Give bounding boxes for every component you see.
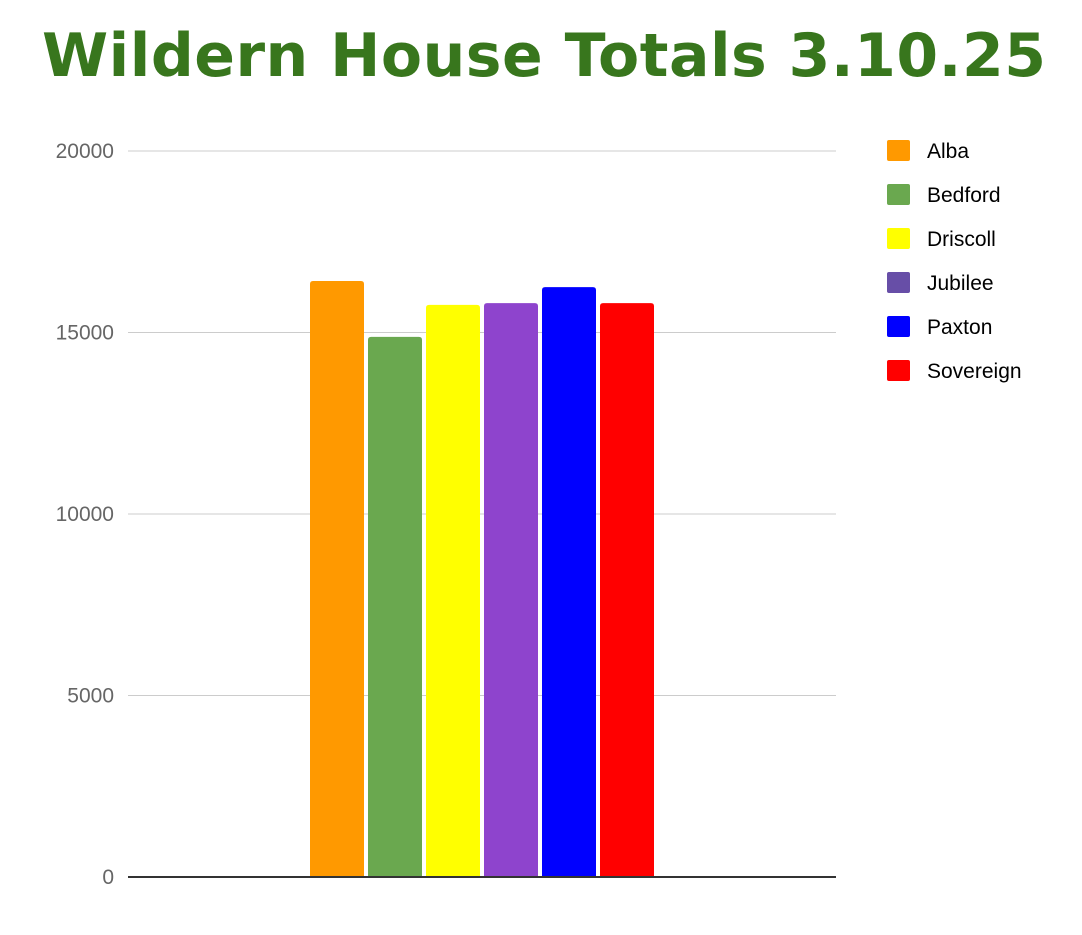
bar-jubilee xyxy=(484,303,538,877)
legend-swatch-driscoll xyxy=(887,228,910,249)
chart-title: Wildern House Totals 3.10.25 xyxy=(42,21,1047,91)
bar-driscoll xyxy=(426,304,480,877)
y-tick-label: 20000 xyxy=(56,140,114,163)
legend-swatch-alba xyxy=(887,140,910,161)
legend: Alba Bedford Driscoll Jubilee Paxton Sovereig… xyxy=(887,140,1022,383)
legend-label-jubilee: Jubilee xyxy=(927,272,994,295)
legend-swatch-bedford xyxy=(887,184,910,205)
legend-label-alba: Alba xyxy=(927,140,969,163)
y-axis-ticks: 0 5000 10000 15000 20000 xyxy=(56,140,114,889)
y-tick-label: 15000 xyxy=(56,322,114,345)
y-tick-label: 5000 xyxy=(67,685,114,708)
bar-sovereign xyxy=(600,303,654,877)
legend-label-sovereign: Sovereign xyxy=(927,360,1022,383)
bar-alba xyxy=(310,280,364,878)
legend-label-paxton: Paxton xyxy=(927,316,992,339)
gridlines xyxy=(128,150,836,696)
y-tick-label: 10000 xyxy=(56,503,114,526)
legend-swatch-paxton xyxy=(887,316,910,337)
bar-paxton xyxy=(542,287,596,877)
bars xyxy=(310,280,654,878)
legend-swatch-sovereign xyxy=(887,360,910,381)
legend-swatch-jubilee xyxy=(887,272,910,293)
legend-label-bedford: Bedford xyxy=(927,184,1001,207)
bar-bedford xyxy=(368,336,422,878)
legend-label-driscoll: Driscoll xyxy=(927,228,996,251)
y-tick-label: 0 xyxy=(102,866,114,889)
